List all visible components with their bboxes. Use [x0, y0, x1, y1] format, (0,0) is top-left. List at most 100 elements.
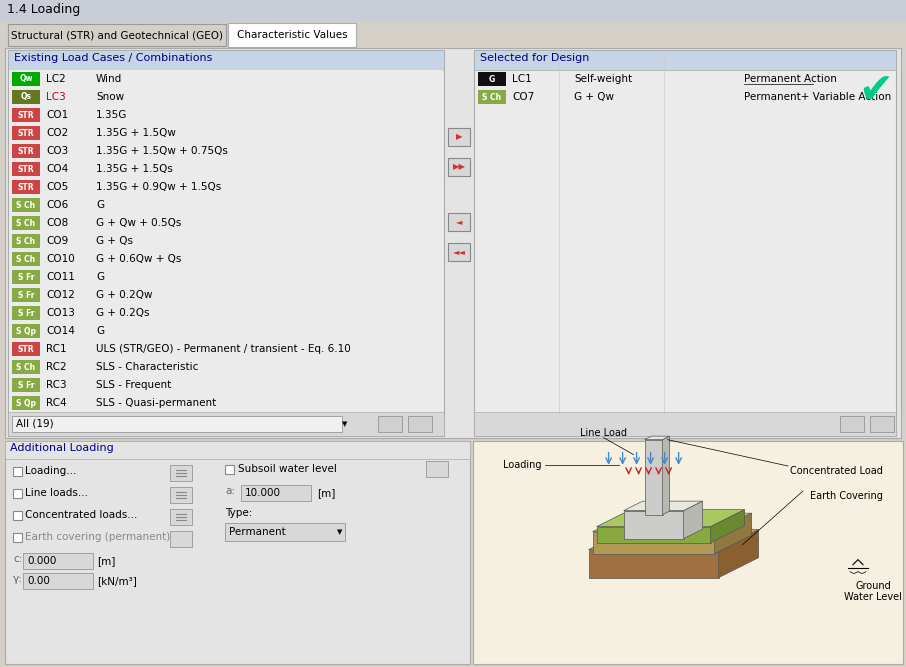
Bar: [12, 90, 40, 104]
Text: CO5: CO5: [46, 182, 68, 192]
Bar: [448, 158, 470, 176]
Text: LC3: LC3: [46, 92, 66, 102]
Text: S Ch: S Ch: [16, 219, 35, 227]
Bar: [9, 394, 443, 412]
Text: G: G: [96, 200, 104, 210]
Text: Type:: Type:: [225, 508, 253, 518]
Text: SLS - Quasi-permanent: SLS - Quasi-permanent: [96, 398, 217, 408]
Bar: [225, 465, 234, 474]
Polygon shape: [715, 513, 752, 554]
Bar: [23, 573, 93, 589]
Text: ▼: ▼: [337, 529, 342, 535]
Text: Subsoil water level: Subsoil water level: [238, 464, 337, 474]
Bar: [840, 416, 864, 432]
Bar: [448, 213, 470, 231]
Bar: [9, 214, 443, 232]
Bar: [9, 358, 443, 376]
Text: S Fr: S Fr: [18, 291, 34, 299]
Text: S Ch: S Ch: [16, 255, 35, 263]
Text: Characteristic Values: Characteristic Values: [236, 30, 347, 40]
Bar: [378, 416, 402, 432]
Bar: [474, 50, 896, 436]
Text: SLS - Characteristic: SLS - Characteristic: [96, 362, 198, 372]
Polygon shape: [593, 513, 752, 532]
Text: Concentrated loads...: Concentrated loads...: [25, 510, 138, 520]
Bar: [9, 250, 443, 268]
Text: ▶: ▶: [456, 133, 462, 141]
Bar: [12, 360, 40, 374]
Text: S Fr: S Fr: [18, 309, 34, 317]
Bar: [0, 22, 906, 48]
Bar: [13, 511, 22, 520]
Bar: [228, 23, 356, 47]
Polygon shape: [589, 550, 718, 578]
Text: Earth covering (permanent): Earth covering (permanent): [25, 532, 170, 542]
Text: G + Qw + 0.5Qs: G + Qw + 0.5Qs: [96, 218, 181, 228]
Polygon shape: [623, 501, 702, 511]
Text: G + 0.6Qw + Qs: G + 0.6Qw + Qs: [96, 254, 181, 264]
Text: Wind: Wind: [96, 74, 122, 84]
Polygon shape: [596, 510, 745, 527]
Text: S Ch: S Ch: [16, 237, 35, 245]
Bar: [8, 24, 226, 46]
Text: LC2: LC2: [46, 74, 66, 84]
Text: CO12: CO12: [46, 290, 75, 300]
Text: STR: STR: [18, 183, 34, 191]
Text: CO8: CO8: [46, 218, 68, 228]
Bar: [241, 485, 311, 501]
Bar: [474, 50, 896, 70]
Bar: [9, 106, 443, 124]
Text: Additional Loading: Additional Loading: [10, 443, 114, 453]
Text: 1.4 Loading: 1.4 Loading: [7, 3, 81, 16]
Bar: [12, 198, 40, 212]
Bar: [23, 553, 93, 569]
Text: Qw: Qw: [19, 75, 33, 83]
Text: ◄: ◄: [456, 217, 462, 227]
Text: Ground
Water Level: Ground Water Level: [844, 581, 902, 602]
Text: G + Qw: G + Qw: [574, 92, 614, 102]
Text: Snow: Snow: [96, 92, 124, 102]
Text: Line Load: Line Load: [580, 428, 627, 438]
Text: CO13: CO13: [46, 308, 75, 318]
Text: Permanent: Permanent: [229, 527, 285, 537]
Text: STR: STR: [18, 129, 34, 137]
Polygon shape: [684, 501, 702, 539]
Text: Selected for Design: Selected for Design: [480, 53, 590, 63]
Text: S Ch: S Ch: [482, 93, 502, 101]
Bar: [12, 162, 40, 176]
Text: Self-weight: Self-weight: [574, 74, 632, 84]
Text: a:: a:: [225, 486, 235, 496]
Text: [m]: [m]: [97, 556, 115, 566]
Polygon shape: [710, 510, 745, 543]
Bar: [426, 461, 448, 477]
Text: CO10: CO10: [46, 254, 75, 264]
Bar: [8, 412, 444, 436]
Bar: [12, 396, 40, 410]
Bar: [478, 90, 506, 104]
Text: c:: c:: [13, 554, 23, 564]
Text: STR: STR: [18, 344, 34, 354]
Bar: [13, 533, 22, 542]
Text: [m]: [m]: [317, 488, 335, 498]
Text: Permanent+ Variable Action: Permanent+ Variable Action: [744, 92, 892, 102]
Text: STR: STR: [18, 165, 34, 173]
Text: G + 0.2Qs: G + 0.2Qs: [96, 308, 149, 318]
Bar: [12, 252, 40, 266]
Bar: [448, 243, 470, 261]
Polygon shape: [623, 511, 684, 539]
Text: CO9: CO9: [46, 236, 68, 246]
Text: G: G: [489, 75, 495, 83]
Bar: [9, 322, 443, 340]
Bar: [12, 216, 40, 230]
Text: 1.35G + 1.5Qw + 0.75Qs: 1.35G + 1.5Qw + 0.75Qs: [96, 146, 228, 156]
Text: Concentrated Load: Concentrated Load: [790, 466, 883, 476]
Bar: [12, 324, 40, 338]
Bar: [13, 467, 22, 476]
Text: ULS (STR/GEO) - Permanent / transient - Eq. 6.10: ULS (STR/GEO) - Permanent / transient - …: [96, 344, 351, 354]
Bar: [9, 286, 443, 304]
Polygon shape: [718, 530, 758, 578]
Text: G + 0.2Qw: G + 0.2Qw: [96, 290, 152, 300]
Text: 1.35G + 1.5Qs: 1.35G + 1.5Qs: [96, 164, 173, 174]
Bar: [12, 126, 40, 140]
Bar: [9, 142, 443, 160]
